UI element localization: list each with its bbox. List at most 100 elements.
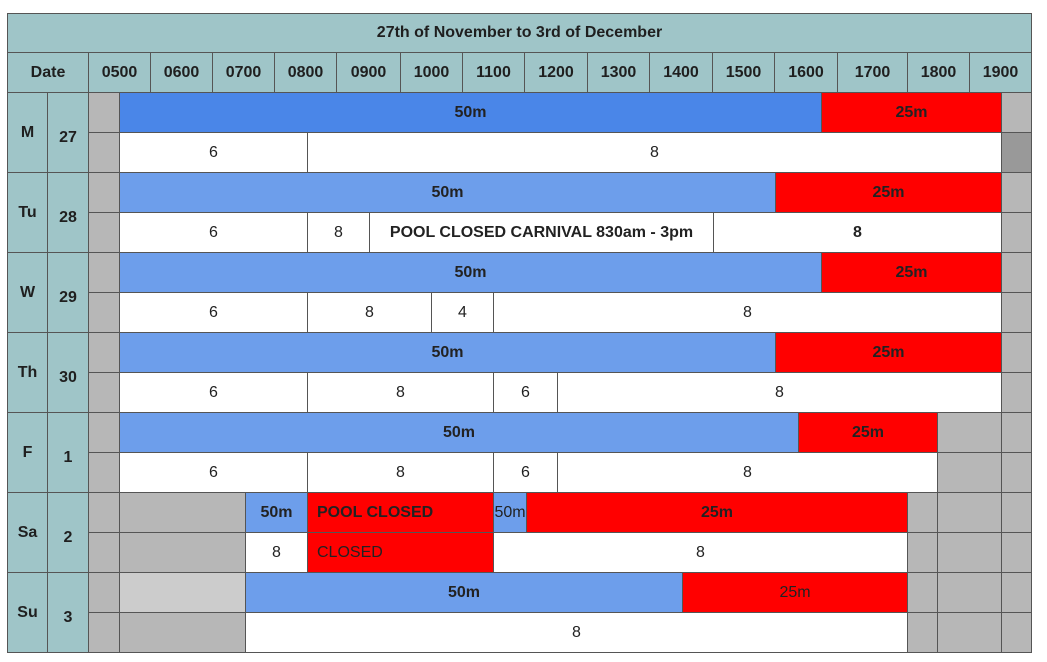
empty-slot [120, 493, 246, 533]
empty-slot [1002, 573, 1032, 613]
empty-slot [89, 93, 120, 133]
hour-header-0500: 0500 [89, 53, 151, 93]
day-label: Th [7, 333, 48, 413]
schedule-block: 8 [308, 293, 432, 333]
empty-slot [938, 573, 1002, 613]
schedule-block: 8 [308, 453, 494, 493]
empty-slot [89, 373, 120, 413]
schedule-block: 8 [246, 533, 308, 573]
empty-slot [1002, 173, 1032, 213]
day-label: Tu [7, 173, 48, 253]
schedule-block: 8 [558, 373, 1002, 413]
day-label: M [7, 93, 48, 173]
empty-slot [89, 293, 120, 333]
date-column-header: Date [7, 53, 89, 93]
hour-header-1600: 1600 [775, 53, 838, 93]
schedule-block: 8 [308, 373, 494, 413]
empty-slot [938, 533, 1002, 573]
schedule-block: POOL CLOSED CARNIVAL 830am - 3pm [370, 213, 714, 253]
schedule-block: 4 [432, 293, 494, 333]
schedule-block: 25m [776, 173, 1002, 213]
empty-slot [1002, 413, 1032, 453]
hour-header-1000: 1000 [401, 53, 463, 93]
schedule-block: 8 [308, 133, 1002, 173]
empty-slot [938, 493, 1002, 533]
schedule-block: 25m [776, 333, 1002, 373]
date-label: 27 [48, 93, 89, 173]
empty-slot [120, 533, 246, 573]
hour-header-1200: 1200 [525, 53, 588, 93]
schedule-block: 6 [494, 373, 558, 413]
empty-slot [908, 613, 938, 653]
empty-slot [1002, 213, 1032, 253]
empty-slot [89, 213, 120, 253]
schedule-block: 25m [822, 253, 1002, 293]
empty-slot [1002, 533, 1032, 573]
schedule-block: 50m [120, 253, 822, 293]
schedule-block: 6 [120, 213, 308, 253]
schedule-block: 8 [494, 533, 908, 573]
hour-header-0900: 0900 [337, 53, 401, 93]
schedule-block: 6 [120, 453, 308, 493]
date-label: 29 [48, 253, 89, 333]
empty-slot [1002, 453, 1032, 493]
date-label: 30 [48, 333, 89, 413]
empty-slot [89, 613, 120, 653]
day-label: Sa [7, 493, 48, 573]
empty-slot [938, 413, 1002, 453]
hour-header-1300: 1300 [588, 53, 650, 93]
empty-slot [89, 453, 120, 493]
empty-slot [1002, 133, 1032, 173]
empty-slot [908, 573, 938, 613]
schedule-block: 50m [120, 93, 822, 133]
empty-slot [908, 533, 938, 573]
empty-slot [89, 253, 120, 293]
day-label: Su [7, 573, 48, 653]
empty-slot [89, 493, 120, 533]
hour-header-1700: 1700 [838, 53, 908, 93]
schedule-block: 8 [558, 453, 938, 493]
date-label: 1 [48, 413, 89, 493]
empty-slot [89, 173, 120, 213]
schedule-block: 6 [494, 453, 558, 493]
empty-slot [120, 573, 246, 613]
day-label: W [7, 253, 48, 333]
schedule-block: 25m [799, 413, 938, 453]
empty-slot [1002, 613, 1032, 653]
empty-slot [938, 613, 1002, 653]
schedule-block: 6 [120, 293, 308, 333]
schedule-block: 8 [308, 213, 370, 253]
empty-slot [938, 453, 1002, 493]
hour-header-0600: 0600 [151, 53, 213, 93]
hour-header-1400: 1400 [650, 53, 713, 93]
schedule-block: 8 [246, 613, 908, 653]
empty-slot [89, 333, 120, 373]
empty-slot [89, 133, 120, 173]
empty-slot [908, 493, 938, 533]
schedule-title: 27th of November to 3rd of December [7, 13, 1032, 53]
empty-slot [1002, 373, 1032, 413]
date-label: 28 [48, 173, 89, 253]
hour-header-1800: 1800 [908, 53, 970, 93]
schedule-block: 8 [494, 293, 1002, 333]
empty-slot [1002, 493, 1032, 533]
schedule-block: 25m [527, 493, 908, 533]
date-label: 2 [48, 493, 89, 573]
hour-header-1500: 1500 [713, 53, 775, 93]
schedule-block: 6 [120, 133, 308, 173]
empty-slot [1002, 93, 1032, 133]
schedule-block: 25m [683, 573, 908, 613]
empty-slot [89, 533, 120, 573]
schedule-block: 50m [494, 493, 527, 533]
schedule-block: POOL CLOSED [308, 493, 494, 533]
schedule-block: 25m [822, 93, 1002, 133]
empty-slot [89, 573, 120, 613]
empty-slot [1002, 293, 1032, 333]
schedule-block: 50m [246, 493, 308, 533]
schedule-block: CLOSED [308, 533, 494, 573]
hour-header-1100: 1100 [463, 53, 525, 93]
empty-slot [89, 413, 120, 453]
hour-header-1900: 1900 [970, 53, 1032, 93]
date-label: 3 [48, 573, 89, 653]
